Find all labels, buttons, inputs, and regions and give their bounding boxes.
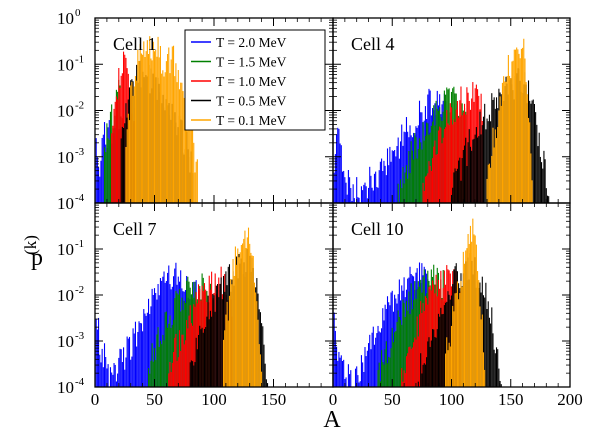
y-tick-label: 10 xyxy=(57,55,74,74)
series-0.1-bars xyxy=(486,38,533,203)
legend-entry: T = 0.5 MeV xyxy=(216,94,287,109)
x-tick-label: 0 xyxy=(91,390,100,409)
y-tick-exponent: -3 xyxy=(75,146,85,158)
legend-entry: T = 1.5 MeV xyxy=(216,55,287,70)
bars xyxy=(95,227,269,387)
y-axis-title-superscript: (k) xyxy=(21,235,40,255)
y-tick-label: 10 xyxy=(57,194,74,213)
y-tick-label: 10 xyxy=(57,240,74,259)
panel-2: Cell 4 xyxy=(332,17,571,204)
y-tick-label: 10 xyxy=(57,9,74,28)
legend-entry: T = 1.0 MeV xyxy=(216,74,287,89)
panel-4: Cell 10 xyxy=(332,202,571,388)
legend-entry: T = 2.0 MeV xyxy=(216,35,287,50)
y-tick-label: 10 xyxy=(57,286,74,305)
series-0.1-bars xyxy=(445,218,486,387)
y-tick-exponent: -1 xyxy=(75,53,84,65)
panel-label: Cell 4 xyxy=(351,34,395,54)
panel-label: Cell 7 xyxy=(113,219,157,239)
bars xyxy=(333,38,550,203)
y-axis-title: p xyxy=(31,245,43,271)
y-tick-exponent: 0 xyxy=(75,7,81,19)
x-tick-label: 200 xyxy=(557,390,583,409)
legend: T = 2.0 MeV T = 1.5 MeV T = 1.0 MeV T = 0.5… xyxy=(184,29,326,131)
panels: Cell 1 Cell 4 Cell 7 Cell 10 xyxy=(94,17,571,388)
panel-3: Cell 7 xyxy=(94,202,334,388)
bars xyxy=(95,36,198,203)
x-tick-label: 50 xyxy=(146,390,163,409)
x-tick-label: 150 xyxy=(261,390,287,409)
x-tick-label: 100 xyxy=(439,390,465,409)
x-tick-label: 150 xyxy=(498,390,524,409)
y-tick-exponent: -4 xyxy=(75,376,85,388)
series-0.1-bars xyxy=(125,36,198,203)
x-axis-title: A xyxy=(323,407,341,432)
legend-box xyxy=(184,29,326,131)
y-tick-label: 10 xyxy=(57,332,74,351)
y-tick-label: 10 xyxy=(57,378,74,397)
y-tick-exponent: -2 xyxy=(75,100,84,112)
x-tick-label: 50 xyxy=(384,390,401,409)
y-tick-exponent: -4 xyxy=(75,192,85,204)
y-tick-exponent: -2 xyxy=(75,284,84,296)
panel-label: Cell 10 xyxy=(351,219,404,239)
panel-1: Cell 1 xyxy=(94,17,334,204)
legend-entry: T = 0.1 MeV xyxy=(216,113,287,128)
x-tick-label: 0 xyxy=(329,390,338,409)
y-tick-exponent: -1 xyxy=(75,238,84,250)
bars xyxy=(333,218,502,387)
panel-label: Cell 1 xyxy=(113,34,157,54)
y-tick-exponent: -3 xyxy=(75,330,85,342)
y-tick-label: 10 xyxy=(57,148,74,167)
x-tick-label: 100 xyxy=(201,390,227,409)
series-0.1-bars xyxy=(222,227,263,387)
tick-labels: 10 010 -110 -210 -310 -410 -110 -210 -310 -40 50 10… xyxy=(57,7,583,409)
y-tick-label: 10 xyxy=(57,102,74,121)
